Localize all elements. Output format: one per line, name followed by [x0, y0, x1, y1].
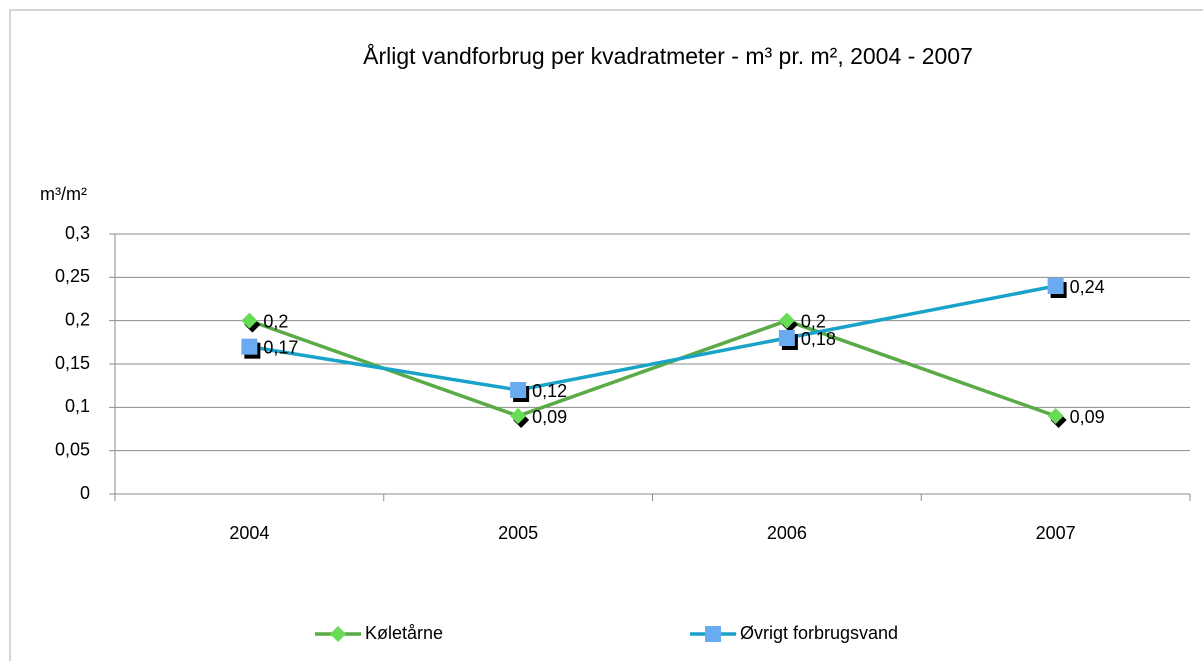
y-tick-label: 0,25 [55, 266, 90, 286]
legend-label: Øvrigt forbrugsvand [740, 623, 898, 643]
data-point [510, 382, 527, 398]
data-label: 0,09 [532, 407, 567, 427]
data-label: 0,12 [532, 381, 567, 401]
y-tick-label: 0,2 [65, 309, 90, 329]
y-tick-label: 0,15 [55, 353, 90, 373]
legend-marker [705, 626, 721, 642]
data-label: 0,2 [263, 311, 288, 331]
x-tick-label: 2005 [498, 523, 538, 543]
x-tick-label: 2004 [229, 523, 269, 543]
data-point [241, 338, 258, 355]
x-tick-label: 2006 [767, 523, 807, 543]
data-point [1047, 278, 1064, 294]
chart-border [9, 9, 1203, 661]
data-label: 0,18 [801, 329, 836, 349]
y-tick-label: 0,05 [55, 439, 90, 459]
y-tick-label: 0 [80, 483, 90, 503]
data-point [778, 312, 795, 329]
y-tick-label: 0,3 [65, 223, 90, 243]
data-label: 0,24 [1070, 277, 1105, 297]
legend-label: Køletårne [365, 623, 443, 643]
series-line [248, 318, 1057, 418]
data-point [510, 408, 527, 424]
x-tick-label: 2007 [1036, 523, 1076, 543]
chart-title: Årligt vandforbrug per kvadratmeter - m³… [363, 42, 973, 69]
data-point [778, 330, 795, 346]
legend-marker [330, 626, 346, 642]
data-point [1047, 408, 1064, 424]
data-label: 0,17 [263, 337, 298, 357]
data-label: 0,09 [1070, 407, 1105, 427]
data-point [241, 312, 258, 329]
series-line [249, 284, 1056, 392]
y-axis-label: m³/m² [40, 184, 87, 204]
data-label: 0,2 [801, 311, 826, 331]
y-tick-label: 0,1 [65, 396, 90, 416]
